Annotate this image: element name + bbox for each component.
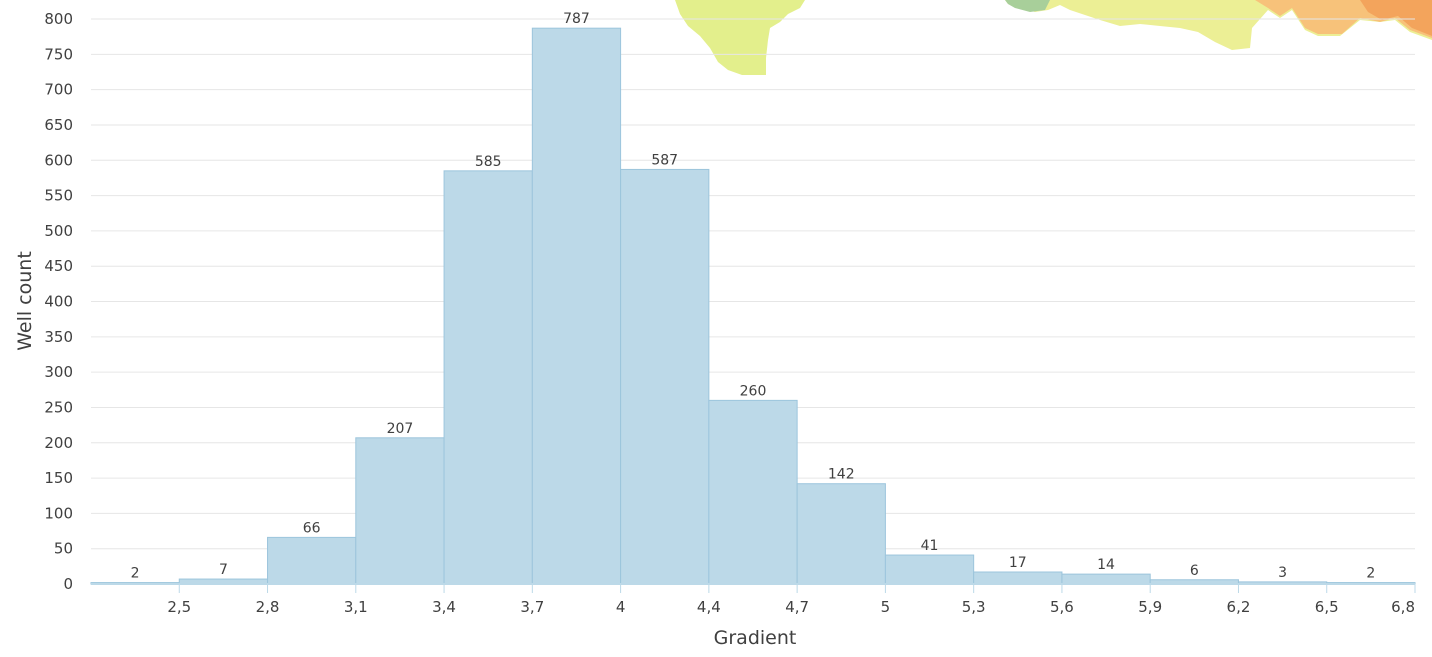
y-tick-label: 400 xyxy=(44,293,73,311)
map-fragment-left xyxy=(675,0,805,75)
bar-value-label: 41 xyxy=(921,538,939,554)
y-tick-label: 300 xyxy=(44,363,73,381)
bars xyxy=(90,27,1416,585)
y-tick-label: 100 xyxy=(44,504,73,522)
x-tick-label: 6,2 xyxy=(1227,598,1251,616)
y-axis-title: Well count xyxy=(14,251,36,351)
bar-value-label: 585 xyxy=(475,154,502,170)
x-tick-label: 4,7 xyxy=(785,598,809,616)
bar-value-label: 260 xyxy=(740,383,767,399)
histogram-bar xyxy=(973,571,1063,585)
histogram-bar xyxy=(620,168,710,585)
y-tick-label: 800 xyxy=(44,10,73,28)
gridlines xyxy=(91,18,1415,550)
y-tick-label: 550 xyxy=(44,187,73,205)
bar-value-label: 587 xyxy=(651,152,678,168)
histogram-bar xyxy=(884,554,975,585)
x-axis-title: Gradient xyxy=(714,627,797,649)
bar-value-label: 3 xyxy=(1278,565,1287,581)
histogram-bar xyxy=(443,170,533,585)
bar-value-label: 17 xyxy=(1009,555,1027,571)
x-tick-label: 3,1 xyxy=(344,598,368,616)
map-fragment-deep-orange xyxy=(1360,0,1432,36)
histogram-bar xyxy=(796,483,886,585)
bar-value-label: 207 xyxy=(387,421,414,437)
y-tick-label: 700 xyxy=(44,81,73,99)
x-tick-label: 2,5 xyxy=(167,598,191,616)
histogram-bar xyxy=(531,27,622,585)
y-tick-label: 750 xyxy=(44,45,73,63)
x-tick-label: 4,4 xyxy=(697,598,721,616)
x-tick-label: 4 xyxy=(616,598,626,616)
bar-value-label: 2 xyxy=(131,566,140,582)
x-tick-label: 5,6 xyxy=(1050,598,1074,616)
bar-value-label: 6 xyxy=(1190,563,1199,579)
histogram-bar xyxy=(1061,573,1151,585)
map-fragment-green xyxy=(1005,0,1050,12)
histogram-bar xyxy=(267,536,357,585)
y-tick-label: 200 xyxy=(44,434,73,452)
x-tick-label: 5,3 xyxy=(962,598,986,616)
map-fragment-decoration xyxy=(675,0,1432,75)
histogram-bar xyxy=(355,437,445,585)
bar-value-label: 7 xyxy=(219,562,228,578)
y-tick-label: 0 xyxy=(63,575,73,593)
y-tick-label: 650 xyxy=(44,116,73,134)
bar-value-labels: 2 7 66 207 585 787 587 260 142 41 17 14 6 3 2 xyxy=(131,11,1376,581)
y-tick-label: 250 xyxy=(44,398,73,416)
y-tick-label: 600 xyxy=(44,151,73,169)
y-tick-label: 150 xyxy=(44,469,73,487)
bar-value-label: 14 xyxy=(1097,557,1115,573)
x-tick-label: 5 xyxy=(881,598,891,616)
bar-value-label: 787 xyxy=(563,11,590,27)
x-tick-label: 6,8 xyxy=(1391,598,1415,616)
y-tick-label: 350 xyxy=(44,328,73,346)
y-tick-label: 50 xyxy=(54,540,73,558)
bar-value-label: 66 xyxy=(303,520,321,536)
y-tick-label: 500 xyxy=(44,222,73,240)
x-tick-label: 6,5 xyxy=(1315,598,1339,616)
x-tick-label: 5,9 xyxy=(1138,598,1162,616)
x-tick-label: 3,4 xyxy=(432,598,456,616)
histogram-bar xyxy=(708,399,798,585)
x-tick-label: 2,8 xyxy=(256,598,280,616)
bar-value-label: 142 xyxy=(828,467,855,483)
bar-value-label: 2 xyxy=(1366,566,1375,582)
axes: 0 50 100 150 200 250 300 350 400 450 500 550 600 650 7… xyxy=(44,10,1416,616)
x-tick-label: 3,7 xyxy=(520,598,544,616)
y-tick-label: 450 xyxy=(44,257,73,275)
